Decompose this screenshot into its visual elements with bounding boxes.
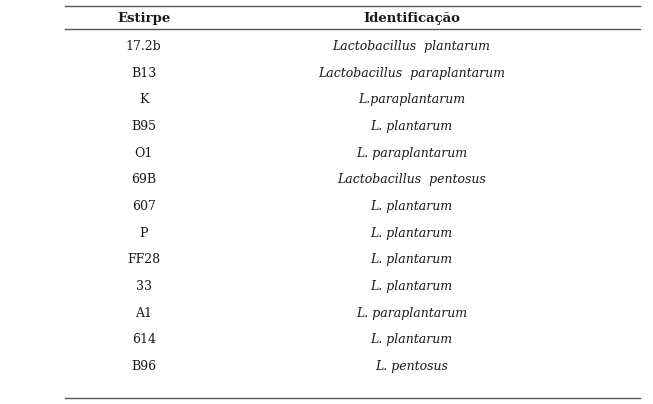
Text: Lactobacillus  plantarum: Lactobacillus plantarum	[332, 40, 490, 53]
Text: L. paraplantarum: L. paraplantarum	[356, 307, 467, 320]
Text: L. paraplantarum: L. paraplantarum	[356, 147, 467, 160]
Text: B13: B13	[131, 67, 156, 80]
Text: 17.2b: 17.2b	[126, 40, 161, 53]
Text: O1: O1	[135, 147, 153, 160]
Text: Identificação: Identificação	[363, 12, 460, 25]
Text: L. plantarum: L. plantarum	[370, 253, 453, 266]
Text: B95: B95	[131, 120, 156, 133]
Text: P: P	[139, 227, 148, 240]
Text: L.paraplantarum: L.paraplantarum	[358, 93, 465, 106]
Text: 33: 33	[136, 280, 151, 293]
Text: Lactobacillus  pentosus: Lactobacillus pentosus	[337, 173, 486, 186]
Text: L. plantarum: L. plantarum	[370, 200, 453, 213]
Text: FF28: FF28	[127, 253, 160, 266]
Text: K: K	[139, 93, 148, 106]
Text: A1: A1	[135, 307, 152, 320]
Text: L. plantarum: L. plantarum	[370, 227, 453, 240]
Text: Estirpe: Estirpe	[117, 12, 170, 25]
Text: 69B: 69B	[131, 173, 156, 186]
Text: L. plantarum: L. plantarum	[370, 333, 453, 346]
Text: L. plantarum: L. plantarum	[370, 120, 453, 133]
Text: 614: 614	[132, 333, 155, 346]
Text: B96: B96	[131, 360, 156, 373]
Text: L. plantarum: L. plantarum	[370, 280, 453, 293]
Text: Lactobacillus  paraplantarum: Lactobacillus paraplantarum	[318, 67, 505, 80]
Text: L. pentosus: L. pentosus	[375, 360, 448, 373]
Text: 607: 607	[132, 200, 155, 213]
